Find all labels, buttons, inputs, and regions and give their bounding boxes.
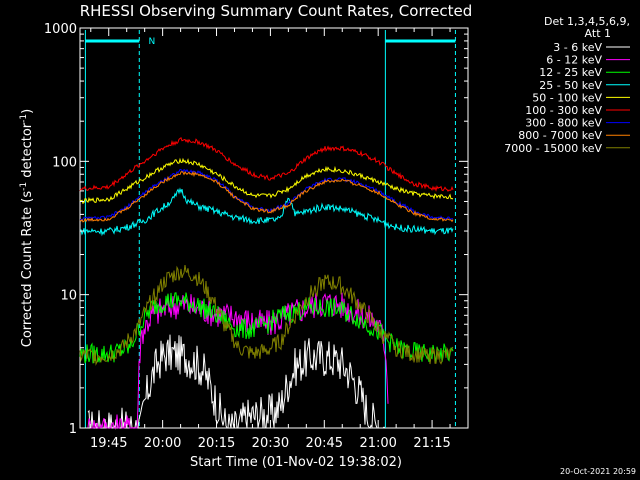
y-tick-label: 1 bbox=[69, 422, 77, 437]
plot-frame bbox=[79, 27, 469, 429]
series-line-50-100-kev bbox=[79, 157, 454, 205]
x-tick-label: 19:45 bbox=[90, 436, 127, 451]
y-tick-label: 1000 bbox=[44, 22, 77, 37]
x-tick-label: 20:00 bbox=[144, 436, 181, 451]
x-tick-label: 20:15 bbox=[198, 436, 235, 451]
y-axis-label-sup1: -1 bbox=[19, 182, 29, 191]
annotation-label: N bbox=[148, 37, 155, 47]
x-tick-label: 20:30 bbox=[252, 436, 289, 451]
legend-label-3-6-kev: 3 - 6 keV bbox=[553, 41, 602, 54]
legend-header-line2: Att 1 bbox=[585, 27, 611, 40]
chart-title: RHESSI Observing Summary Count Rates, Co… bbox=[80, 2, 473, 20]
y-axis-label-part1: Corrected Count Rate (s bbox=[20, 191, 35, 348]
footer-timestamp: 20-Oct-2021 20:59 bbox=[560, 467, 636, 476]
series-line-100-300-kev bbox=[79, 137, 454, 193]
x-axis-label: Start Time (01-Nov-02 19:38:02) bbox=[190, 455, 402, 470]
series-line-6-12-kev bbox=[87, 292, 389, 429]
legend-header-line1: Det 1,3,4,5,6,9, bbox=[544, 15, 630, 28]
legend-label-7000-15000-kev: 7000 - 15000 keV bbox=[504, 142, 602, 155]
y-axis: 1 10 100 1000 bbox=[44, 22, 468, 437]
x-axis: 19:45 20:00 20:15 20:30 20:45 21:00 21:15 bbox=[90, 28, 469, 451]
series-line-7000-15000-kev bbox=[79, 265, 454, 366]
y-axis-label-sup2: -1 bbox=[19, 114, 29, 123]
y-axis-label-part2: detector bbox=[20, 122, 35, 182]
legend-label-12-25-kev: 12 - 25 keV bbox=[539, 66, 602, 79]
x-tick-label: 21:00 bbox=[359, 436, 396, 451]
series-group bbox=[79, 137, 454, 430]
series-line-25-50-kev bbox=[79, 187, 454, 237]
x-tick-label: 20:45 bbox=[306, 436, 343, 451]
series-line-300-800-kev bbox=[79, 168, 454, 222]
y-axis-label: Corrected Count Rate (s-1 detector-1) bbox=[19, 109, 35, 347]
legend-label-50-100-kev: 50 - 100 keV bbox=[532, 91, 602, 104]
y-tick-label: 10 bbox=[60, 289, 77, 304]
series-line-12-25-kev bbox=[79, 292, 454, 364]
legend-label-800-7000-kev: 800 - 7000 keV bbox=[518, 129, 602, 142]
legend-label-6-12-kev: 6 - 12 keV bbox=[546, 54, 602, 67]
y-tick-label: 100 bbox=[52, 155, 77, 170]
series-line-3-6-kev bbox=[87, 334, 386, 430]
legend-label-25-50-kev: 25 - 50 keV bbox=[539, 79, 602, 92]
y-axis-label-part3: ) bbox=[20, 109, 35, 114]
x-tick-label: 21:15 bbox=[413, 436, 450, 451]
series-line-800-7000-kev bbox=[79, 170, 454, 223]
legend-label-300-800-kev: 300 - 800 keV bbox=[525, 117, 602, 130]
legend-label-100-300-kev: 100 - 300 keV bbox=[525, 104, 602, 117]
